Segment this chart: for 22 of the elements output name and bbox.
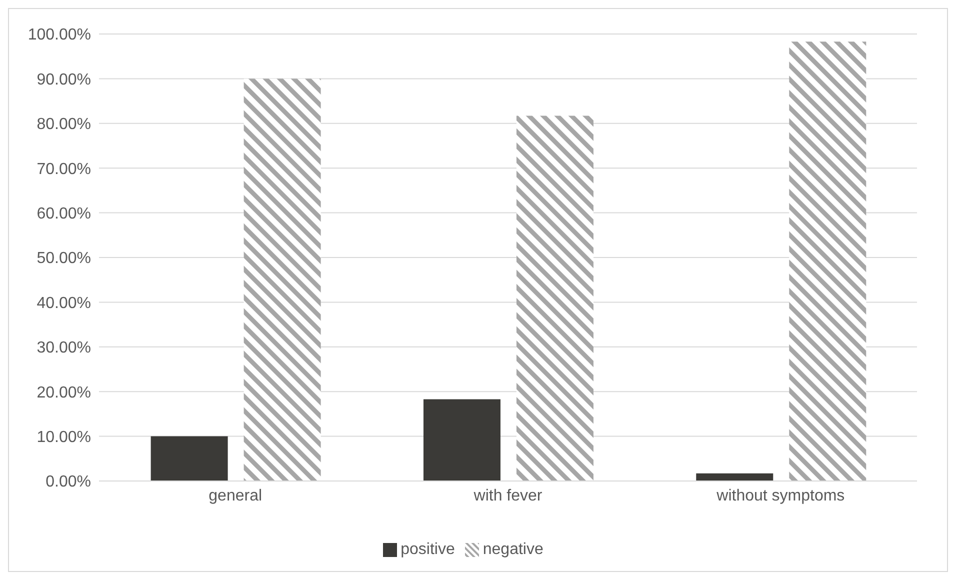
y-tick-label: 90.00% <box>36 71 91 88</box>
y-tick-label: 40.00% <box>36 294 91 312</box>
y-tick-label: 100.00% <box>28 26 91 44</box>
bar <box>696 473 774 481</box>
y-tick-label: 60.00% <box>36 205 91 222</box>
bar <box>244 78 321 481</box>
bar <box>516 116 594 481</box>
legend-label: negative <box>482 541 544 558</box>
legend-label: positive <box>400 541 455 558</box>
bar <box>423 399 500 481</box>
x-tick-label: general <box>208 487 262 504</box>
y-tick-label: 50.00% <box>36 250 91 268</box>
y-tick-label: 70.00% <box>36 160 91 178</box>
bar <box>789 42 866 481</box>
y-tick-label: 0.00% <box>46 474 91 491</box>
y-tick-label: 30.00% <box>36 340 91 357</box>
y-tick-label: 20.00% <box>36 384 91 402</box>
bar <box>150 436 228 481</box>
x-tick-label: without symptoms <box>716 487 845 504</box>
y-tick-label: 80.00% <box>36 116 91 134</box>
y-tick-label: 10.00% <box>36 428 91 446</box>
x-tick-label: with fever <box>472 487 543 504</box>
